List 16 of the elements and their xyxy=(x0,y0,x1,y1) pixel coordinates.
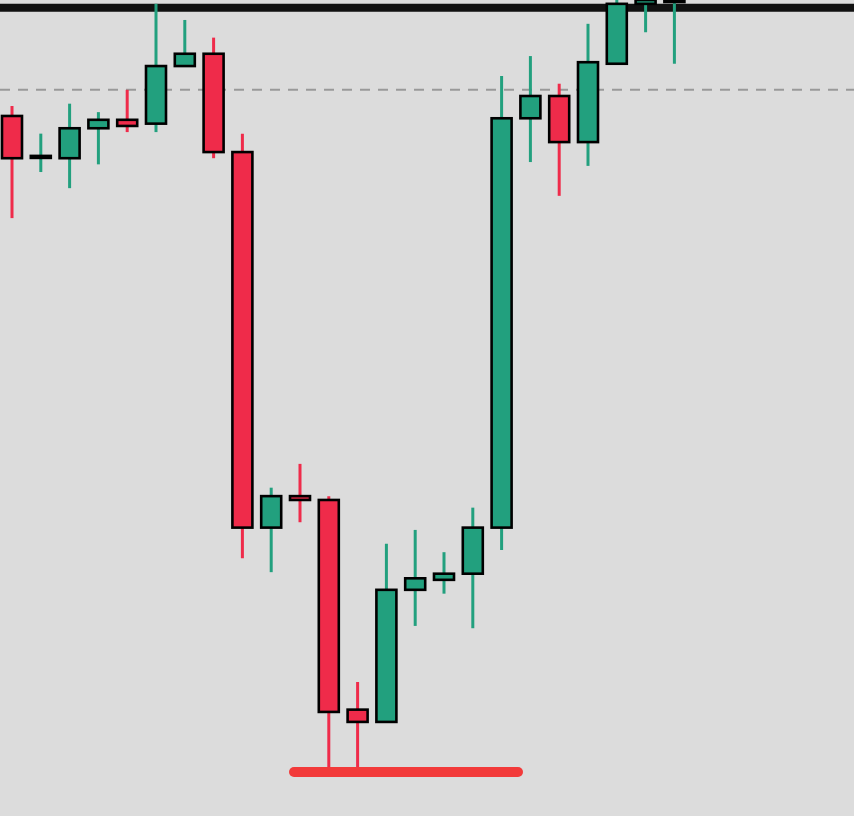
candlestick xyxy=(461,506,485,630)
candlestick xyxy=(87,110,110,166)
candlestick xyxy=(288,462,312,524)
candlestick xyxy=(115,88,139,134)
candlestick xyxy=(346,680,369,770)
candlestick xyxy=(403,528,427,628)
candlestick xyxy=(0,104,24,220)
candlestick xyxy=(259,486,283,574)
candlestick xyxy=(173,18,197,68)
candlestick xyxy=(519,54,542,164)
candlestick xyxy=(29,132,53,174)
candlestick xyxy=(58,102,81,190)
candlestick xyxy=(547,82,571,198)
candlestick xyxy=(634,0,657,34)
candlestick xyxy=(432,550,456,596)
candlestick xyxy=(663,0,686,66)
